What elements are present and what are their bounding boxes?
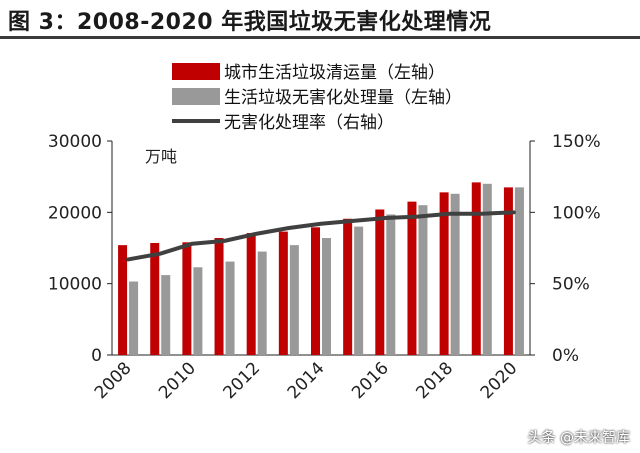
right-axis-tick-label: 50%: [552, 275, 590, 295]
bar-clearance-volume: [278, 231, 288, 355]
bar-harmless-treatment-volume: [289, 245, 299, 355]
bar-clearance-volume: [343, 218, 353, 355]
bar-clearance-volume: [439, 192, 449, 355]
legend-label: 无害化处理率（右轴）: [224, 113, 394, 133]
bar-clearance-volume: [503, 187, 513, 355]
x-axis-tick-label: 2020: [477, 358, 522, 403]
bar-clearance-volume: [471, 182, 481, 355]
bar-clearance-volume: [150, 243, 160, 355]
bar-harmless-treatment-volume: [450, 193, 460, 355]
bar-harmless-treatment-volume: [386, 214, 396, 355]
bar-harmless-treatment-volume: [129, 281, 139, 355]
legend-label: 生活垃圾无害化处理量（左轴）: [224, 88, 462, 108]
bar-clearance-volume: [182, 242, 192, 355]
line-harmless-treatment-rate: [126, 210, 516, 262]
bar-clearance-volume: [375, 209, 385, 355]
bar-clearance-volume: [246, 233, 256, 355]
legend-swatch-clearance: [172, 63, 220, 80]
left-axis-tick-label: 30000: [48, 132, 102, 152]
right-axis-tick-label: 100%: [552, 203, 601, 223]
bar-clearance-volume: [214, 238, 224, 355]
bar-harmless-treatment-volume: [514, 187, 524, 355]
left-axis-tick-label: 0: [91, 346, 102, 366]
x-axis-tick-label: 2012: [219, 358, 264, 403]
x-axis-tick-label: 2018: [412, 358, 457, 403]
bar-harmless-treatment-volume: [482, 183, 492, 355]
x-axis-tick-label: 2016: [348, 358, 393, 403]
bar-harmless-treatment-volume: [322, 238, 331, 355]
bar-clearance-volume: [118, 245, 128, 355]
bar-harmless-treatment-volume: [225, 261, 235, 355]
bar-harmless-treatment-volume: [161, 275, 171, 355]
bar-clearance-volume: [311, 227, 320, 355]
right-axis-tick-label: 0%: [552, 346, 579, 366]
legend-label: 城市生活垃圾清运量（左轴）: [224, 63, 445, 83]
right-axis-tick-label: 150%: [552, 132, 601, 152]
left-axis-tick-label: 20000: [48, 203, 102, 223]
x-axis-tick-label: 2014: [284, 358, 329, 403]
bar-harmless-treatment-volume: [354, 226, 364, 355]
bar-harmless-treatment-volume: [257, 251, 267, 355]
bar-clearance-volume: [407, 201, 417, 355]
title-underline: [0, 36, 640, 39]
legend-swatch-harmless: [172, 88, 220, 105]
figure-title: 图 3：2008-2020 年我国垃圾无害化处理情况: [8, 10, 492, 35]
figure-title-bar: 图 3：2008-2020 年我国垃圾无害化处理情况: [0, 0, 640, 40]
left-axis-tick-label: 10000: [48, 275, 102, 295]
bar-harmless-treatment-volume: [418, 205, 428, 355]
watermark: 头条 @未来智库: [527, 430, 630, 446]
unit-label: 万吨: [145, 147, 177, 166]
bar-harmless-treatment-volume: [193, 267, 203, 355]
x-axis-tick-label: 2010: [155, 358, 200, 403]
